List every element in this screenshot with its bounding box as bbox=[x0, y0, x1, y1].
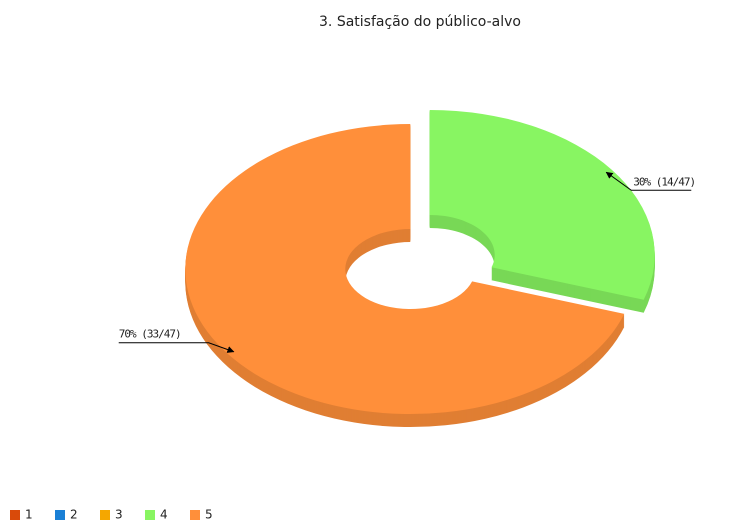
legend-swatch bbox=[190, 510, 200, 520]
data-label: 70% (33/47) bbox=[119, 328, 181, 341]
slice bbox=[429, 109, 655, 300]
slice bbox=[185, 124, 625, 415]
chart-title: 3. Satisfação do público-alvo bbox=[319, 14, 521, 30]
data-label: 30% (14/47) bbox=[633, 175, 695, 188]
legend-swatch bbox=[145, 510, 155, 520]
legend-label: 4 bbox=[160, 508, 168, 522]
legend-swatch bbox=[100, 510, 110, 520]
leader-line bbox=[118, 342, 235, 353]
legend-swatch bbox=[55, 510, 65, 520]
legend-swatch bbox=[10, 510, 20, 520]
legend-label: 1 bbox=[25, 508, 33, 522]
legend-label: 5 bbox=[205, 508, 213, 522]
leader-line bbox=[605, 171, 692, 191]
legend-label: 2 bbox=[70, 508, 78, 522]
legend-label: 3 bbox=[115, 508, 123, 522]
